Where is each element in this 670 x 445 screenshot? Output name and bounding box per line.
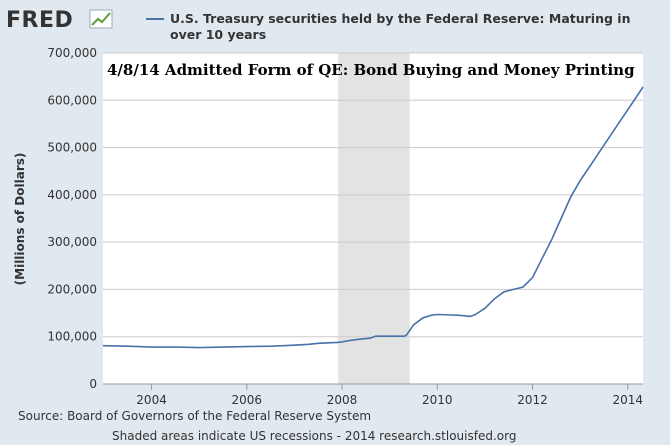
x-tick-label: 2012 xyxy=(517,393,548,407)
source-note: Source: Board of Governors of the Federa… xyxy=(18,409,371,423)
y-tick-label: 500,000 xyxy=(47,141,97,155)
y-tick-label: 600,000 xyxy=(47,93,97,107)
fred-logo: FRED xyxy=(6,8,113,33)
legend-label-line-2: over 10 years xyxy=(170,27,266,42)
y-axis-ticks: 0 100,000 200,000 300,000 400,000 500,000 600,… xyxy=(47,46,97,391)
trend-chart-icon xyxy=(89,9,113,29)
recession-note: Shaded areas indicate US recessions - 20… xyxy=(112,429,516,443)
x-tick-label: 2004 xyxy=(136,393,167,407)
fred-logo-text: FRED xyxy=(6,8,73,33)
y-tick-label: 700,000 xyxy=(47,46,97,60)
x-tick-label: 2010 xyxy=(422,393,453,407)
series-line xyxy=(102,86,644,349)
recession-layer xyxy=(338,53,410,384)
legend-label-line-1: U.S. Treasury securities held by the Fed… xyxy=(170,11,630,26)
y-tick-label: 0 xyxy=(89,377,97,391)
y-tick-label: 100,000 xyxy=(47,330,97,344)
y-axis-label: (Millions of Dollars) xyxy=(13,153,27,286)
chart-annotation-title: 4/8/14 Admitted Form of QE: Bond Buying … xyxy=(107,61,635,79)
series-layer xyxy=(102,86,644,349)
legend: U.S. Treasury securities held by the Fed… xyxy=(146,11,630,42)
x-tick-label: 2006 xyxy=(232,393,263,407)
y-tick-label: 300,000 xyxy=(47,235,97,249)
y-tick-label: 400,000 xyxy=(47,188,97,202)
recession-band xyxy=(338,53,410,384)
y-tick-label: 200,000 xyxy=(47,282,97,296)
x-tick-label: 2014 xyxy=(612,393,643,407)
x-axis-ticks: 2004 2006 2008 2010 2012 2014 xyxy=(136,384,643,407)
x-tick-label: 2008 xyxy=(327,393,358,407)
